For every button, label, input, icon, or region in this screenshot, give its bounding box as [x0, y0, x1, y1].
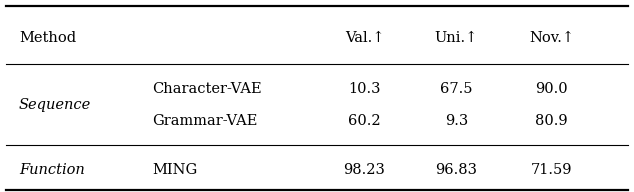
Text: 80.9: 80.9	[535, 114, 568, 128]
Text: 98.23: 98.23	[344, 163, 385, 177]
Text: 67.5: 67.5	[440, 82, 473, 96]
Text: 10.3: 10.3	[348, 82, 381, 96]
Text: 71.59: 71.59	[531, 163, 573, 177]
Text: 90.0: 90.0	[535, 82, 568, 96]
Text: Nov.↑: Nov.↑	[529, 31, 574, 45]
Text: Val.↑: Val.↑	[345, 31, 384, 45]
Text: Uni.↑: Uni.↑	[435, 31, 478, 45]
Text: 60.2: 60.2	[348, 114, 381, 128]
Text: Method: Method	[19, 31, 76, 45]
Text: 9.3: 9.3	[445, 114, 468, 128]
Text: Function: Function	[19, 163, 85, 177]
Text: MING: MING	[152, 163, 197, 177]
Text: Grammar-VAE: Grammar-VAE	[152, 114, 257, 128]
Text: Sequence: Sequence	[19, 98, 91, 112]
Text: 96.83: 96.83	[436, 163, 477, 177]
Text: Character-VAE: Character-VAE	[152, 82, 262, 96]
